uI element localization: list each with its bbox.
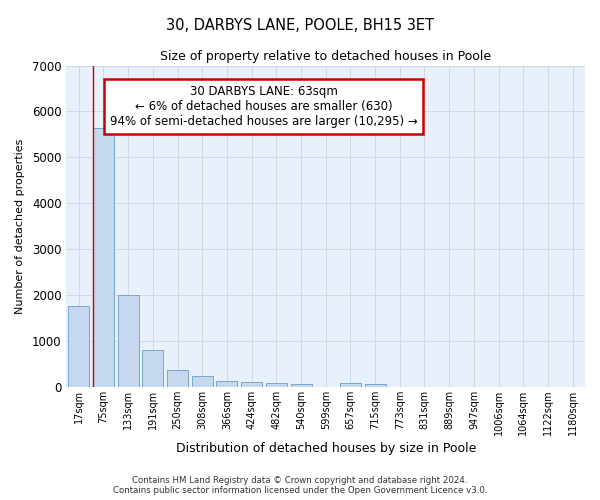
Bar: [365, 384, 386, 387]
Bar: [217, 381, 238, 387]
Y-axis label: Number of detached properties: Number of detached properties: [15, 138, 25, 314]
Text: 30 DARBYS LANE: 63sqm
← 6% of detached houses are smaller (630)
94% of semi-deta: 30 DARBYS LANE: 63sqm ← 6% of detached h…: [110, 85, 418, 128]
Bar: [68, 306, 89, 387]
Bar: [167, 370, 188, 387]
Text: Contains HM Land Registry data © Crown copyright and database right 2024.
Contai: Contains HM Land Registry data © Crown c…: [113, 476, 487, 495]
Title: Size of property relative to detached houses in Poole: Size of property relative to detached ho…: [160, 50, 491, 63]
Bar: [340, 384, 361, 387]
Bar: [118, 295, 139, 387]
Bar: [266, 384, 287, 387]
Text: 30, DARBYS LANE, POOLE, BH15 3ET: 30, DARBYS LANE, POOLE, BH15 3ET: [166, 18, 434, 32]
Bar: [241, 382, 262, 387]
Bar: [192, 376, 213, 387]
Bar: [142, 350, 163, 387]
Bar: [93, 128, 114, 387]
Bar: [290, 384, 311, 387]
X-axis label: Distribution of detached houses by size in Poole: Distribution of detached houses by size …: [176, 442, 476, 455]
